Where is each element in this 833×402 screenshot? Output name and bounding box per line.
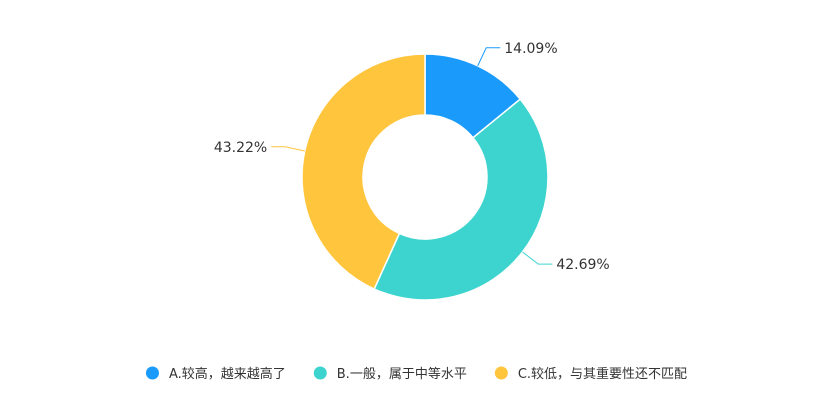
legend-label-c: C.较低，与其重要性还不匹配 <box>518 366 687 382</box>
data-labels-layer: 14.09% 42.69% 43.22% <box>214 41 610 273</box>
legend-marker-c <box>494 366 508 380</box>
legend-marker-a <box>145 366 159 380</box>
slice-c[interactable] <box>301 53 426 291</box>
leader-line-c <box>271 146 305 152</box>
slice-b[interactable] <box>373 98 549 301</box>
leader-line-b <box>522 251 553 265</box>
legend-marker-b <box>313 366 327 380</box>
legend: A.较高，越来越高了 B.一般，属于中等水平 C.较低，与其重要性还不匹配 <box>145 366 687 382</box>
legend-item-a[interactable]: A.较高，越来越高了 <box>145 366 286 382</box>
leader-lines-layer <box>271 47 553 265</box>
leader-line-a <box>477 47 501 67</box>
data-label-b: 42.69% <box>556 257 609 273</box>
data-label-c: 43.22% <box>214 140 267 156</box>
data-label-a: 14.09% <box>504 41 557 57</box>
legend-item-c[interactable]: C.较低，与其重要性还不匹配 <box>494 366 687 382</box>
legend-label-a: A.较高，越来越高了 <box>169 366 286 382</box>
slices-layer <box>301 53 549 301</box>
legend-item-b[interactable]: B.一般，属于中等水平 <box>313 366 467 382</box>
legend-label-b: B.一般，属于中等水平 <box>337 366 467 382</box>
